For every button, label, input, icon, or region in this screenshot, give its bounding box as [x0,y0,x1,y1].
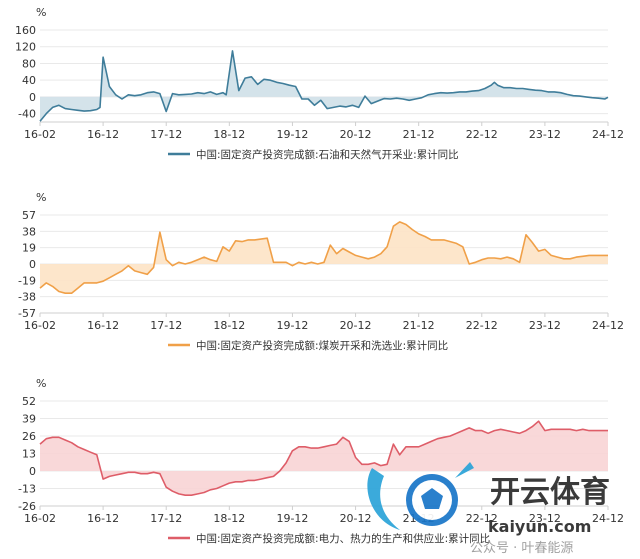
y-tick-label: 19 [22,242,36,255]
y-tick-label: 120 [15,41,36,54]
x-tick-label: 22-12 [466,512,498,525]
x-tick-label: 22-12 [466,319,498,332]
y-tick-label: 57 [22,209,36,222]
y-tick-label: 26 [22,430,36,443]
series-area [40,50,608,122]
x-tick-label: 18-12 [213,128,245,141]
series-line [39,221,608,294]
x-tick-label: 18-12 [213,512,245,525]
x-tick-label: 24-12 [592,512,624,525]
x-tick-label: 19-12 [276,319,308,332]
x-tick-label: 20-12 [340,128,372,141]
y-tick-label: 52 [22,395,36,408]
x-tick-label: 24-12 [592,319,624,332]
series-area [40,221,608,294]
y-tick-label: 80 [22,57,36,70]
y-tick-label: 160 [15,24,36,37]
x-tick-label: 16-12 [87,128,119,141]
series-line [39,420,608,496]
watermark: 开云体育 kaiyun.com 公众号 · 叶春能源 [367,462,610,556]
watermark-brand-en: kaiyun.com [488,517,591,536]
x-tick-label: 16-12 [87,512,119,525]
y-tick-label: -40 [18,108,36,121]
y-unit-label: % [36,191,46,204]
x-tick-label: 16-02 [24,512,56,525]
x-tick-label: 23-12 [529,128,561,141]
y-unit-label: % [36,6,46,19]
chart-panel-oil-gas: %160 120 80 40 0 -40 16-02 16-12 17-12 18-12 19-12… [15,6,624,161]
x-tick-label: 21-12 [403,319,435,332]
watermark-tag: 公众号 · 叶春能源 [470,541,573,556]
y-tick-label: 38 [22,225,36,238]
x-tick-label: 17-12 [150,128,182,141]
x-tick-label: 20-12 [340,319,372,332]
series-area [40,421,608,496]
x-tick-label: 16-12 [87,319,119,332]
y-unit-label: % [36,377,46,390]
legend-label: 中国:固定资产投资完成额:电力、热力的生产和供应业:累计同比 [196,532,490,545]
watermark-brand-cn: 开云体育 [490,475,610,510]
x-tick-label: 24-12 [592,128,624,141]
x-tick-label: 17-12 [150,319,182,332]
x-tick-label: 17-12 [150,512,182,525]
x-tick-label: 16-02 [24,128,56,141]
y-tick-label: -26 [18,500,36,513]
legend-label: 中国:固定资产投资完成额:煤炭开采和洗选业:累计同比 [196,339,448,352]
y-tick-label: -57 [18,307,36,320]
x-tick-label: 18-12 [213,319,245,332]
y-tick-label: 39 [22,413,36,426]
y-tick-label: -13 [18,483,36,496]
x-tick-label: 21-12 [403,128,435,141]
x-tick-label: 19-12 [276,128,308,141]
y-tick-label: -19 [18,274,36,287]
y-tick-label: 0 [29,465,36,478]
x-tick-label: 22-12 [466,128,498,141]
y-tick-label: 40 [22,74,36,87]
series-line [39,50,609,122]
x-tick-label: 23-12 [529,512,561,525]
legend-label: 中国:固定资产投资完成额:石油和天然气开采业:累计同比 [196,148,459,161]
watermark-logo-icon [367,462,474,530]
x-tick-label: 16-02 [24,319,56,332]
y-tick-label: -38 [18,291,36,304]
y-tick-label: 0 [29,91,36,104]
x-tick-label: 23-12 [529,319,561,332]
y-tick-label: 13 [22,448,36,461]
x-tick-label: 19-12 [276,512,308,525]
y-tick-label: 0 [29,258,36,271]
x-tick-label: 20-12 [340,512,372,525]
